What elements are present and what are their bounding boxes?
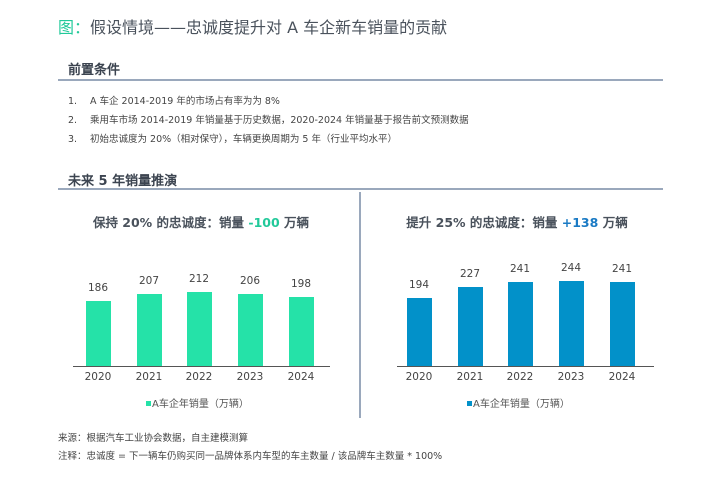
chart-title-pre: 提升 25% 的忠诚度：销量 — [406, 215, 562, 230]
chart-title: 保持 20% 的忠诚度：销量 -100 万辆 — [51, 212, 351, 231]
section-divider — [58, 79, 663, 81]
legend-label: A车企年销量（万辆） — [473, 399, 570, 410]
value-label: 206 — [239, 274, 261, 287]
bar-2020 — [406, 298, 432, 366]
legend-swatch — [146, 401, 151, 406]
chart-title-pre: 保持 20% 的忠诚度：销量 — [92, 215, 249, 230]
x-tick-label: 2020 — [84, 371, 112, 383]
list-item: 2. 乘用车市场 2014-2019 年销量基于历史数据，2020-2024 年销… — [68, 112, 469, 126]
value-label: 227 — [459, 267, 481, 280]
chart-divider — [359, 192, 361, 418]
value-label: 186 — [87, 281, 109, 294]
item-text: 初始忠诚度为 20%（相对保守），车辆更换周期为 5 年（行业平均水平） — [90, 134, 397, 145]
bar-2023 — [237, 293, 263, 366]
x-tick-label: 2022 — [185, 371, 213, 383]
x-axis — [397, 366, 654, 367]
legend-label: A车企年销量（万辆） — [152, 399, 249, 410]
x-tick-label: 2023 — [557, 371, 585, 383]
title-prefix: 图： — [58, 18, 91, 37]
page-title: 图：假设情境——忠诚度提升对 A 车企新车销量的贡献 — [58, 14, 447, 38]
section-heading-forecast: 未来 5 年销量推演 — [68, 174, 178, 189]
value-label: 212 — [188, 272, 210, 285]
chart-title-value: +138 — [561, 215, 599, 230]
source-note: 来源：根据汽车工业协会数据，自主建模测算 — [58, 433, 249, 444]
item-number: 2. — [68, 115, 78, 126]
chart-legend: A车企年销量（万辆） — [146, 395, 249, 410]
value-label: 244 — [560, 261, 582, 274]
value-label: 198 — [290, 277, 312, 290]
bar-2021 — [136, 293, 162, 366]
x-tick-label: 2023 — [236, 371, 264, 383]
legend-swatch — [467, 401, 472, 406]
item-text: 乘用车市场 2014-2019 年销量基于历史数据，2020-2024 年销量基… — [90, 115, 469, 126]
value-label: 241 — [611, 262, 633, 275]
chart-title-post: 万辆 — [279, 215, 310, 230]
bar-2023 — [558, 280, 584, 366]
bar-2022 — [186, 291, 212, 366]
x-tick-label: 2020 — [405, 371, 433, 383]
chart-title-value: -100 — [248, 215, 280, 230]
list-item: 3. 初始忠诚度为 20%（相对保守），车辆更换周期为 5 年（行业平均水平） — [68, 131, 397, 145]
item-number: 3. — [68, 134, 78, 145]
bar-2024 — [288, 296, 314, 366]
bar-2020 — [85, 300, 111, 366]
value-label: 207 — [138, 274, 160, 287]
bar-2024 — [609, 281, 635, 366]
bar-2022 — [507, 281, 533, 366]
x-tick-label: 2021 — [135, 371, 163, 383]
value-label: 241 — [509, 262, 531, 275]
section-divider — [58, 188, 663, 190]
x-axis — [73, 366, 330, 367]
chart-legend: A车企年销量（万辆） — [467, 395, 570, 410]
x-tick-label: 2024 — [287, 371, 315, 383]
title-text: 假设情境——忠诚度提升对 A 车企新车销量的贡献 — [90, 18, 448, 37]
bar-2021 — [457, 286, 483, 366]
section-heading-conditions: 前置条件 — [68, 63, 121, 78]
chart-title-post: 万辆 — [598, 215, 628, 230]
x-tick-label: 2022 — [506, 371, 534, 383]
chart-title: 提升 25% 的忠诚度：销量 +138 万辆 — [367, 212, 667, 231]
item-number: 1. — [68, 96, 78, 107]
x-tick-label: 2024 — [608, 371, 636, 383]
list-item: 1. A 车企 2014-2019 年的市场占有率为为 8% — [68, 93, 280, 107]
value-label: 194 — [408, 279, 430, 292]
footnote: 注释：忠诚度 = 下一辆车仍购买同一品牌体系内车型的车主数量 / 该品牌车主数量… — [58, 451, 443, 462]
x-tick-label: 2021 — [456, 371, 484, 383]
item-text: A 车企 2014-2019 年的市场占有率为为 8% — [90, 96, 280, 107]
